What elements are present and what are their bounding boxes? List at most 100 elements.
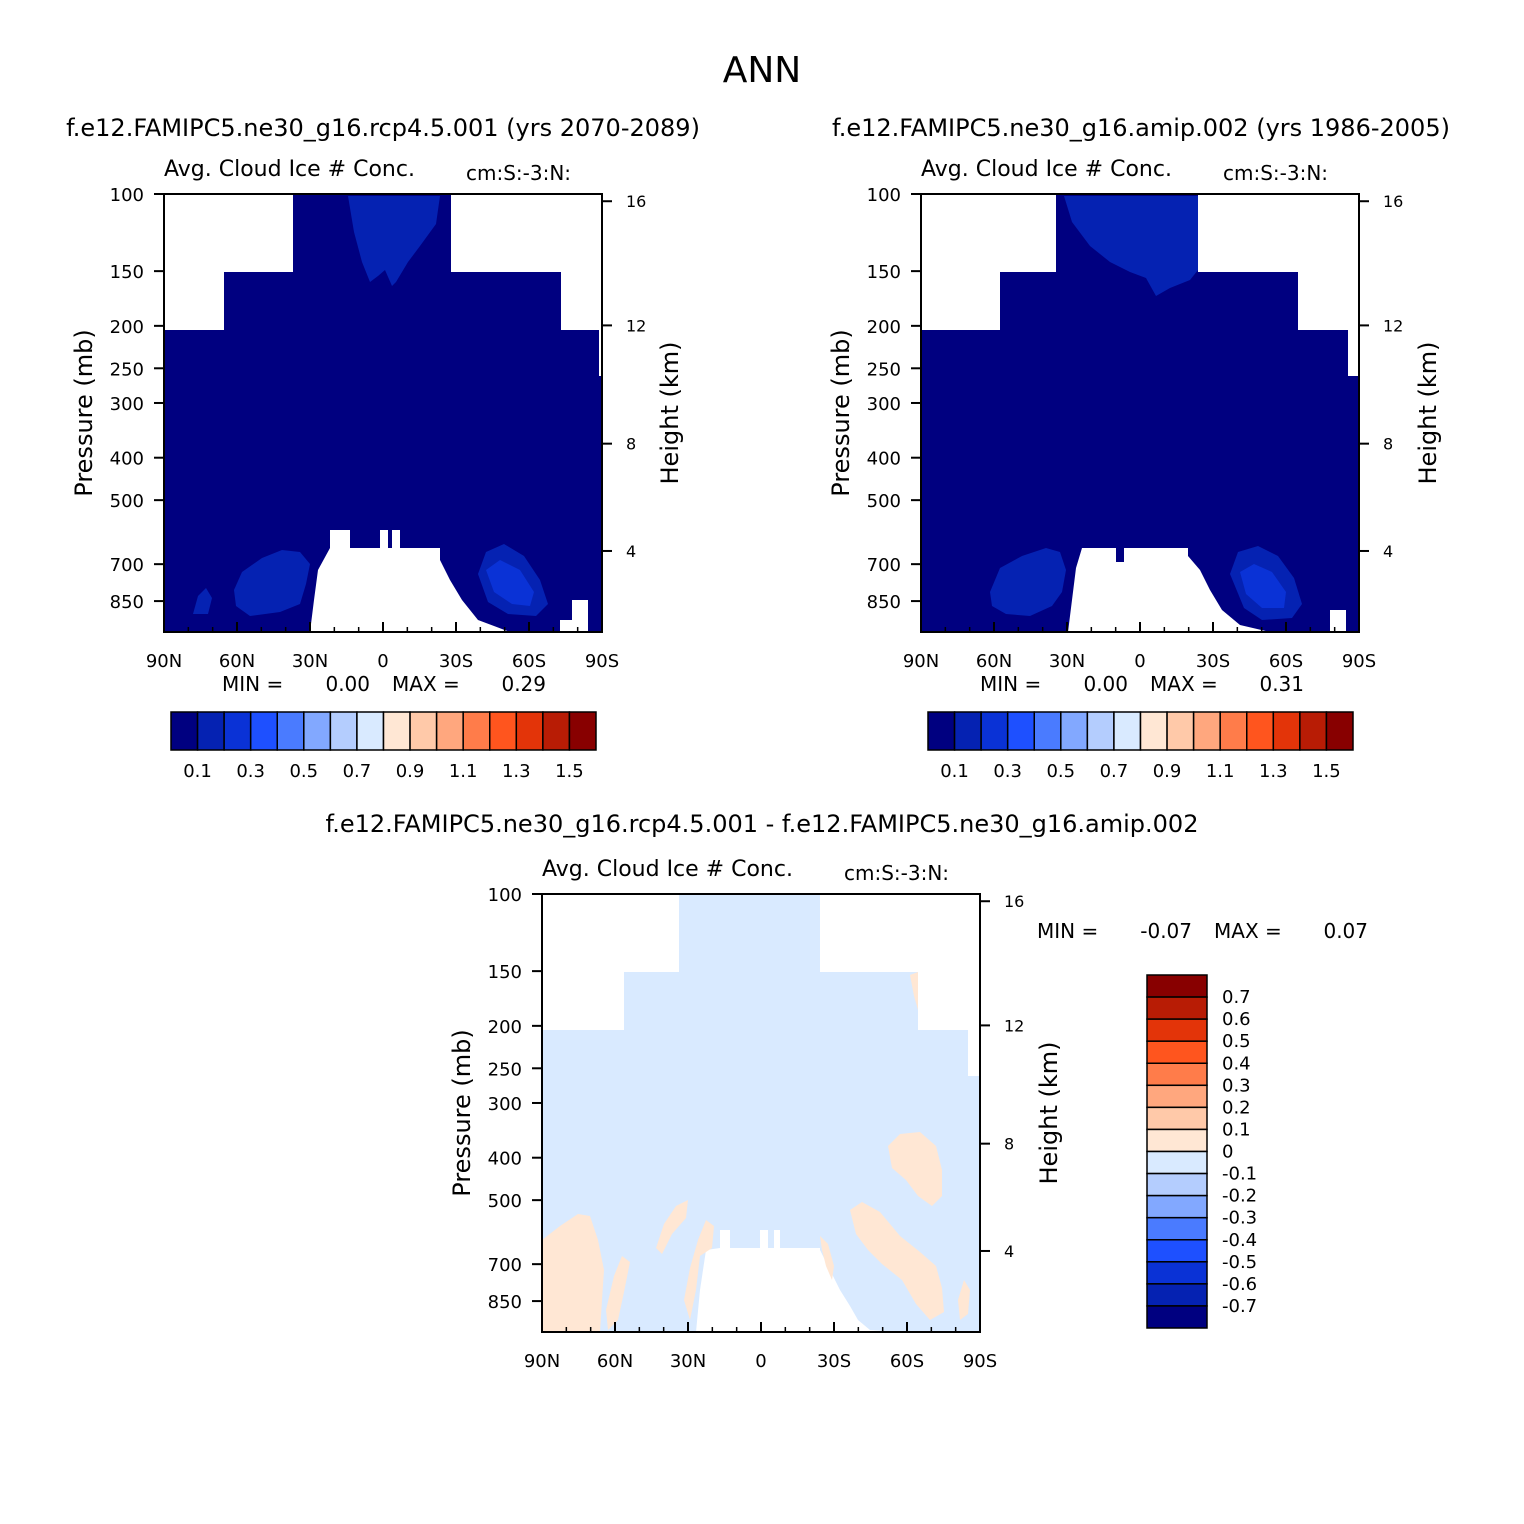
colorbar-swatch: [1146, 1194, 1208, 1219]
colorbar-label: 0.5: [289, 761, 318, 782]
colorbar-swatch: [196, 711, 225, 751]
x-axis: 90N 60N 30N 0 30S 60S 90S: [146, 622, 619, 672]
field-fill-pos-c: [656, 1200, 688, 1254]
y-tick-label: 300: [110, 394, 144, 415]
panel-amip: f.e12.FAMIPC5.ne30_g16.amip.002 (yrs 198…: [827, 114, 1450, 782]
colorbar-swatch: [409, 711, 438, 751]
y-tick-label: 100: [488, 885, 522, 906]
panel-header: f.e12.FAMIPC5.ne30_g16.rcp4.5.001 (yrs 2…: [66, 114, 700, 142]
y-tick-label: 150: [488, 962, 522, 983]
y2-tick-label: 16: [1383, 192, 1403, 211]
colorbar-label: 0.1: [183, 761, 212, 782]
colorbar-swatch: [953, 711, 982, 751]
field-fill-pos-h: [910, 972, 918, 1010]
colorbar-swatch: [1060, 711, 1089, 751]
min-label: MIN =: [1037, 919, 1098, 943]
colorbar-swatch: [303, 711, 332, 751]
plot-units: cm:S:-3:N:: [844, 861, 949, 885]
x-tick-label: 60N: [597, 1351, 633, 1372]
colorbar-label: -0.6: [1222, 1274, 1257, 1295]
colorbar-swatch: [1033, 711, 1062, 751]
panel-header: f.e12.FAMIPC5.ne30_g16.amip.002 (yrs 198…: [832, 114, 1450, 142]
y-tick-label: 500: [488, 1191, 522, 1212]
y2-tick-label: 8: [1383, 435, 1393, 454]
y-tick-label: 200: [488, 1017, 522, 1038]
colorbar-swatch: [1006, 711, 1035, 751]
x-tick-label: 0: [377, 651, 388, 672]
colorbar-label: 0: [1222, 1142, 1233, 1163]
colorbar-swatch: [1146, 1084, 1208, 1109]
max-value: 0.29: [501, 672, 546, 696]
field-fill-low-right-core: [486, 560, 534, 606]
x-tick-label: 0: [1134, 651, 1145, 672]
x-tick-label: 90N: [903, 651, 939, 672]
colorbar-label: -0.5: [1222, 1252, 1257, 1273]
contour-field: [921, 194, 1359, 632]
colorbar-label: 0.6: [1222, 1009, 1251, 1030]
plot-title: Avg. Cloud Ice # Conc.: [921, 157, 1172, 182]
colorbar-swatch: [927, 711, 956, 751]
max-label: MAX =: [1214, 919, 1282, 943]
y-tick-label: 100: [110, 185, 144, 206]
colorbar-label: 0.7: [1222, 987, 1251, 1008]
y2-tick-label: 8: [626, 435, 636, 454]
colorbar-swatch: [382, 711, 411, 751]
x-axis: 90N 60N 30N 0 30S 60S 90S: [524, 1322, 997, 1372]
y2-tick-label: 4: [1004, 1242, 1014, 1261]
y-axis: 100 150 200 250 300 400 500 700 850: [867, 185, 921, 613]
y-tick-label: 200: [110, 317, 144, 338]
colorbar-swatch: [489, 711, 518, 751]
field-fill-pos-e: [850, 1202, 944, 1320]
contour-field: [164, 194, 603, 632]
plot-units: cm:S:-3:N:: [1223, 161, 1328, 185]
max-value: 0.31: [1259, 672, 1304, 696]
field-fill-main: [921, 194, 1359, 632]
x-tick-label: 90S: [585, 651, 619, 672]
y-tick-label: 700: [867, 555, 901, 576]
y-tick-label: 850: [110, 592, 144, 613]
colorbar-swatch: [1113, 711, 1142, 751]
x-tick-label: 90S: [1342, 651, 1376, 672]
colorbar-swatch: [1139, 711, 1168, 751]
colorbar-swatch: [515, 711, 544, 751]
colorbar-swatch: [1146, 1150, 1208, 1175]
colorbar-swatch: [462, 711, 491, 751]
x-tick-label: 60N: [219, 651, 255, 672]
field-fill-low-left2: [193, 588, 212, 614]
colorbar-swatch: [1146, 1040, 1208, 1064]
y2-axis: 16 12 8 4: [980, 892, 1024, 1261]
colorbar-swatch: [568, 711, 597, 751]
y-tick-label: 300: [867, 394, 901, 415]
colorbar-label: 0.9: [1153, 761, 1182, 782]
colorbar-swatch: [356, 711, 385, 751]
min-value: 0.00: [1083, 672, 1128, 696]
colorbar: 0.1 0.3 0.5 0.7 0.9 1.1 1.3 1.5: [927, 711, 1354, 782]
y-tick-label: 200: [867, 317, 901, 338]
colorbar-label: 0.3: [993, 761, 1022, 782]
x-tick-label: 60N: [976, 651, 1012, 672]
colorbar-label: -0.7: [1222, 1296, 1257, 1317]
field-fill-pos-d: [684, 1220, 714, 1320]
colorbar-label: -0.1: [1222, 1164, 1257, 1185]
panel-header: f.e12.FAMIPC5.ne30_g16.rcp4.5.001 - f.e1…: [326, 810, 1199, 838]
y-tick-label: 700: [488, 1255, 522, 1276]
y2-tick-label: 12: [626, 316, 646, 335]
y2-axis: 16 12 8 4: [602, 192, 646, 561]
y2-tick-label: 16: [626, 192, 646, 211]
colorbar-label: -0.4: [1222, 1230, 1257, 1251]
colorbar: 0.1 0.3 0.5 0.7 0.9 1.1 1.3 1.5: [170, 711, 597, 782]
max-label: MAX =: [392, 672, 460, 696]
x-axis: 90N 60N 30N 0 30S 60S 90S: [903, 622, 1376, 672]
x-tick-label: 90N: [146, 651, 182, 672]
colorbar-swatch: [1146, 996, 1208, 1020]
colorbar-label: 1.5: [555, 761, 584, 782]
field-fill-pos-i: [820, 1236, 834, 1280]
field-fill-pos-a: [542, 1214, 604, 1332]
colorbar-swatch: [435, 711, 464, 751]
colorbar-swatch: [1219, 711, 1248, 751]
y-tick-label: 850: [488, 1292, 522, 1313]
y-tick-label: 150: [110, 262, 144, 283]
y-tick-label: 400: [110, 449, 144, 470]
colorbar-swatch: [170, 711, 199, 751]
